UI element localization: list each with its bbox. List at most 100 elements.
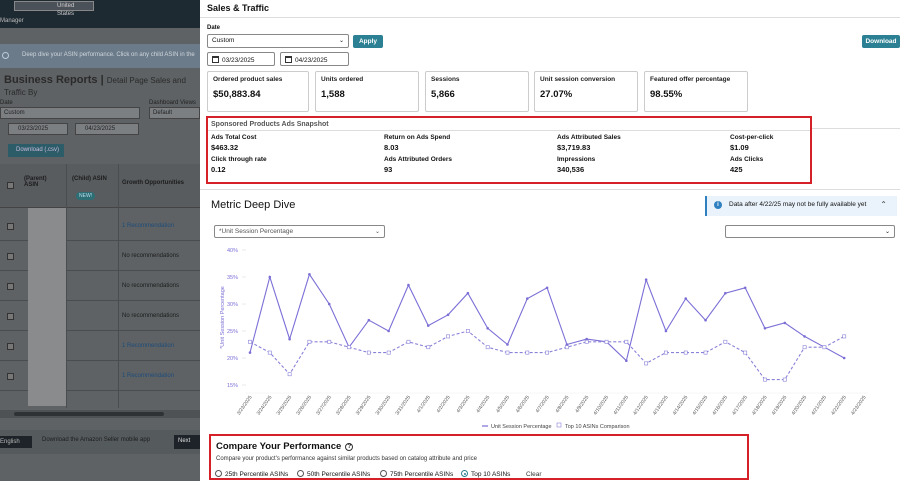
x-tick-label: 4/7/2025 <box>535 395 551 415</box>
compare-performance-section: Compare Your Performance? Compare your p… <box>209 434 749 480</box>
data-point <box>406 339 411 344</box>
radio-50th-percentile[interactable]: 50th Percentile ASINs <box>297 470 370 478</box>
row-checkbox[interactable] <box>7 373 14 380</box>
data-point <box>585 337 589 341</box>
radio-top-10[interactable]: Top 10 ASINs <box>461 470 510 478</box>
data-point <box>822 345 827 350</box>
marketplace-select[interactable]: United States <box>14 1 94 17</box>
ads-metric-label: Ads Attributed Orders <box>384 156 453 163</box>
dashboard-views-select[interactable]: Default <box>149 107 200 119</box>
line-chart-svg: 15% 20% 25% 30% 35% 40% *Unit Session Percenta… <box>220 248 868 430</box>
sales-traffic-panel: Sales & Traffic Date Custom ⌄ Apply Down… <box>200 0 900 481</box>
ads-snapshot-section: Sponsored Products Ads Snapshot Ads Tota… <box>206 116 812 184</box>
kpi-card-units-ordered[interactable]: Units ordered 1,588 <box>315 71 419 112</box>
kpi-card-sessions[interactable]: Sessions 5,866 <box>425 71 529 112</box>
ads-metric-label: Ads Clicks <box>730 156 764 163</box>
data-point <box>248 351 252 354</box>
divider <box>208 130 810 131</box>
x-tick-label: 4/2/2025 <box>436 395 452 415</box>
kpi-card-unit-session-conversion[interactable]: Unit session conversion 27.07% <box>534 71 638 112</box>
mobile-app-link[interactable]: Download the Amazon Seller mobile app <box>42 437 151 443</box>
info-icon <box>2 52 9 59</box>
chevron-up-icon[interactable]: ⌃ <box>880 200 887 209</box>
radio-75th-percentile[interactable]: 75th Percentile ASINs <box>380 470 453 478</box>
data-availability-notice: i Data after 4/22/25 may not be fully av… <box>705 196 897 216</box>
legend-label: Top 10 ASINs Comparison <box>565 424 630 430</box>
column-divider <box>66 164 67 408</box>
column-child-asin[interactable]: (Child) ASIN <box>72 176 107 182</box>
row-recommendation[interactable]: 1 Recommendation <box>122 373 175 379</box>
data-point <box>565 343 569 346</box>
row-recommendation[interactable]: 1 Recommendation <box>122 223 175 229</box>
background-end-date[interactable]: 04/23/2025 <box>75 123 139 135</box>
radio-circle[interactable] <box>215 470 222 477</box>
start-date-input[interactable]: 03/23/2025 <box>207 52 275 66</box>
row-checkbox[interactable] <box>7 223 14 230</box>
x-tick-label: 4/19/2025 <box>771 395 789 417</box>
table-row: 1 Recommendation <box>0 212 200 241</box>
data-point <box>248 339 252 344</box>
date-range-select[interactable]: Custom ⌄ <box>207 34 349 48</box>
radio-circle[interactable] <box>380 470 387 477</box>
page-title-text: Business Reports <box>4 74 98 86</box>
info-banner-text: Deep dive your ASIN performance. Click o… <box>22 52 195 58</box>
data-point <box>545 350 549 355</box>
row-checkbox[interactable] <box>7 283 14 290</box>
column-growth-opportunities[interactable]: Growth Opportunities <box>122 180 184 186</box>
data-point <box>763 377 767 382</box>
x-tick-label: 4/15/2025 <box>692 395 710 417</box>
ads-metric-value: $3,719.83 <box>557 143 591 152</box>
data-point <box>803 335 806 338</box>
data-point <box>327 339 332 344</box>
date-select[interactable]: Custom <box>0 107 140 119</box>
data-point <box>426 345 431 350</box>
download-button[interactable]: Download <box>862 35 900 48</box>
x-tick-label: 4/20/2025 <box>791 395 809 417</box>
data-point <box>485 345 490 350</box>
radio-circle[interactable] <box>297 470 304 477</box>
kpi-value: 27.07% <box>540 89 573 100</box>
y-axis-label: *Unit Session Percentage <box>220 286 226 349</box>
background-start-date[interactable]: 03/23/2025 <box>8 123 68 135</box>
chevron-down-icon: ⌄ <box>374 229 380 235</box>
x-tick-label: 3/29/2025 <box>355 395 373 417</box>
apply-button[interactable]: Apply <box>353 35 383 48</box>
data-point <box>407 283 410 287</box>
kpi-card-featured-offer[interactable]: Featured offer percentage 98.55% <box>644 71 748 112</box>
kpi-label: Unit session conversion <box>540 76 616 83</box>
select-all-checkbox[interactable] <box>7 182 14 189</box>
metric-select[interactable]: *Unit Session Percentage ⌄ <box>214 225 385 238</box>
x-tick-label: 3/31/2025 <box>394 395 412 417</box>
kpi-label: Ordered product sales <box>213 76 283 83</box>
row-checkbox[interactable] <box>7 253 14 260</box>
scrollbar-thumb[interactable] <box>14 412 164 416</box>
kpi-value: 5,866 <box>431 89 455 100</box>
download-csv-button[interactable]: Download (.csv) <box>8 144 64 157</box>
data-point <box>842 334 847 339</box>
column-parent-asin[interactable]: (Parent) ASIN <box>24 176 47 188</box>
kpi-card-ordered-sales[interactable]: Ordered product sales $50,883.84 <box>207 71 309 112</box>
radio-label: 25th Percentile ASINs <box>225 471 289 478</box>
horizontal-scrollbar[interactable] <box>0 410 200 418</box>
ads-metric-label: Ads Attributed Sales <box>557 134 621 141</box>
radio-25th-percentile[interactable]: 25th Percentile ASINs <box>215 470 288 478</box>
row-recommendation[interactable]: 1 Recommendation <box>122 343 175 349</box>
comparison-select[interactable]: ⌄ <box>725 225 895 238</box>
series-line-top10 <box>249 330 845 381</box>
clear-link[interactable]: Clear <box>526 471 542 478</box>
y-tick-label: 20% <box>227 356 238 362</box>
row-checkbox[interactable] <box>7 313 14 320</box>
x-tick-label: 4/12/2025 <box>632 395 650 417</box>
date-label: Date <box>0 100 13 106</box>
row-checkbox[interactable] <box>7 343 14 350</box>
help-icon[interactable]: ? <box>345 443 354 451</box>
radio-circle-selected[interactable] <box>461 470 468 477</box>
end-date-input[interactable]: 04/23/2025 <box>280 52 349 66</box>
next-button[interactable]: Next <box>174 435 200 449</box>
legend-label: Unit Session Percentage <box>491 424 552 430</box>
ads-metric-label: Click through rate <box>211 156 267 163</box>
language-select[interactable]: English <box>0 436 32 448</box>
dashboard-views-label: Dashboard Views <box>149 100 196 106</box>
x-tick-label: 3/26/2025 <box>295 395 313 417</box>
page-footer: English Download the Amazon Seller mobil… <box>0 430 200 454</box>
